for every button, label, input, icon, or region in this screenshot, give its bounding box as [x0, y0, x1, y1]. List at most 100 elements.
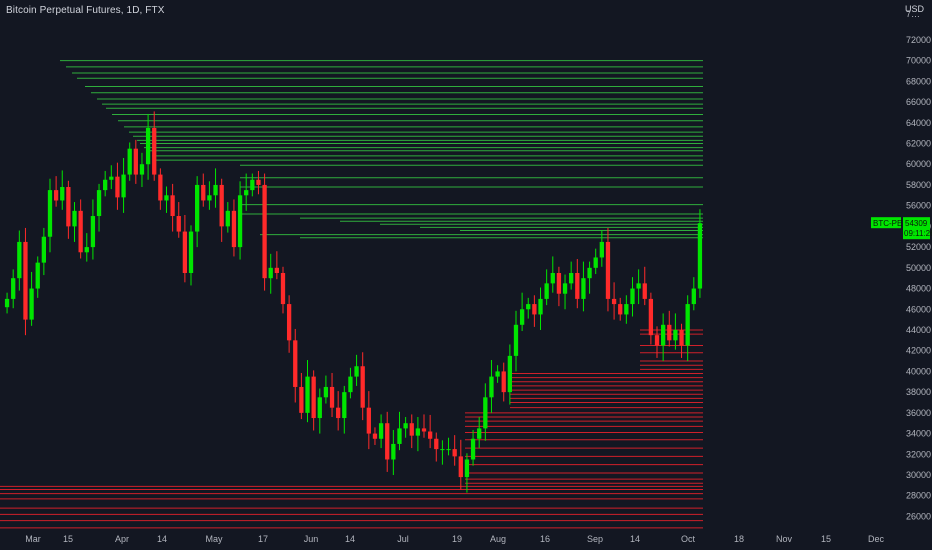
candle-body: [348, 376, 353, 393]
symbol-tag-bg: [871, 217, 901, 229]
candle-body: [109, 176, 114, 180]
candle-body: [250, 179, 255, 191]
candle-body: [194, 184, 200, 232]
candle-body: [329, 386, 335, 408]
y-tick-label: 42000: [906, 346, 931, 356]
x-tick-label: Nov: [776, 534, 793, 544]
y-tick-label: 68000: [906, 76, 931, 86]
x-tick-label: Dec: [868, 534, 885, 544]
candle-body: [158, 174, 163, 201]
candle-body: [11, 278, 16, 299]
y-tick-label: 36000: [906, 408, 931, 418]
candle-body: [611, 298, 617, 305]
level-lines: [0, 60, 703, 529]
candle-body: [403, 423, 408, 429]
candle-body: [90, 216, 96, 248]
candle-body: [299, 386, 304, 413]
candle-body: [372, 433, 378, 439]
candle-body: [152, 127, 157, 175]
candle-body: [550, 273, 555, 284]
candle-body: [53, 190, 59, 201]
x-tick-label: Aug: [490, 534, 506, 544]
candle-body: [139, 164, 145, 175]
candle-body: [685, 304, 690, 346]
candle-body: [244, 190, 249, 196]
candle-body: [489, 376, 494, 398]
candle-body: [538, 298, 543, 315]
y-tick-label: 66000: [906, 97, 931, 107]
candle-body: [268, 267, 273, 279]
y-tick-label: 58000: [906, 180, 931, 190]
candle-body: [231, 210, 237, 248]
candle-body: [452, 449, 457, 457]
x-tick-label: Jul: [397, 534, 409, 544]
x-tick-label: Apr: [115, 534, 129, 544]
candle-body: [188, 231, 194, 273]
candle-body: [581, 278, 586, 299]
candle-body: [78, 210, 83, 253]
x-tick-label: 14: [345, 534, 355, 544]
candle-body: [72, 210, 77, 227]
candle-body: [323, 386, 329, 398]
candle-body: [507, 355, 513, 393]
candle-body: [360, 366, 365, 408]
candle-body: [630, 288, 635, 305]
y-tick-label: 50000: [906, 263, 931, 273]
candle-body: [532, 304, 537, 315]
x-tick-label: Sep: [587, 534, 603, 544]
x-tick-label: Oct: [681, 534, 696, 544]
candle-body: [47, 190, 53, 237]
candle-body: [587, 267, 592, 279]
candle-body: [409, 423, 414, 436]
candle-body: [434, 438, 439, 450]
candle-body: [274, 267, 280, 273]
x-tick-label: 15: [821, 534, 831, 544]
price-axis[interactable]: 26000 28000 30000 32000 34000 36000 38000 40000…: [906, 9, 931, 521]
x-tick-label: May: [205, 534, 223, 544]
candle-body: [464, 459, 470, 478]
candle-body: [225, 210, 230, 227]
candle-body: [170, 195, 175, 217]
candle-body: [4, 298, 10, 308]
candle-body: [495, 371, 500, 377]
candle-body: [397, 428, 402, 444]
x-tick-label: Jun: [304, 534, 319, 544]
candle-body: [544, 283, 549, 299]
candle-body: [691, 288, 696, 305]
candle-body: [667, 324, 672, 341]
candle-body: [41, 236, 47, 263]
candle-body: [569, 273, 574, 284]
chart-title: Bitcoin Perpetual Futures, 1D, FTX: [6, 5, 165, 16]
candle-body: [262, 184, 267, 279]
x-tick-label: 15: [63, 534, 73, 544]
candle-body: [575, 273, 580, 299]
y-tick-label: 62000: [906, 139, 931, 149]
candle-body: [605, 241, 611, 299]
candle-body: [133, 148, 138, 175]
price-tag: 54309: [905, 219, 928, 228]
candle-body: [164, 195, 169, 201]
x-tick-label: Mar: [25, 534, 41, 544]
candle-body: [654, 335, 660, 346]
price-tag-bg: [903, 217, 930, 240]
candle-body: [697, 223, 703, 289]
x-tick-label: 18: [734, 534, 744, 544]
candle-body: [317, 397, 322, 419]
candle-body: [483, 397, 488, 429]
candle-body: [311, 376, 316, 419]
candle-body: [84, 247, 89, 253]
time-axis[interactable]: Mar 15 Apr 14 May 17 Jun 14 Jul 19 Aug 16 Sep 14 Oct 18…: [25, 534, 884, 544]
candle-body: [336, 407, 341, 419]
x-tick-label: 14: [630, 534, 640, 544]
candle-body: [378, 423, 384, 439]
candle-body: [648, 298, 654, 336]
y-tick-label: 70000: [906, 56, 931, 66]
candle-body: [593, 257, 598, 268]
candle-body: [176, 216, 181, 232]
candle-body: [17, 241, 22, 279]
candle-body: [201, 184, 206, 201]
y-tick-label: 30000: [906, 470, 931, 480]
candle-body: [121, 174, 126, 198]
candle-body: [624, 304, 629, 315]
